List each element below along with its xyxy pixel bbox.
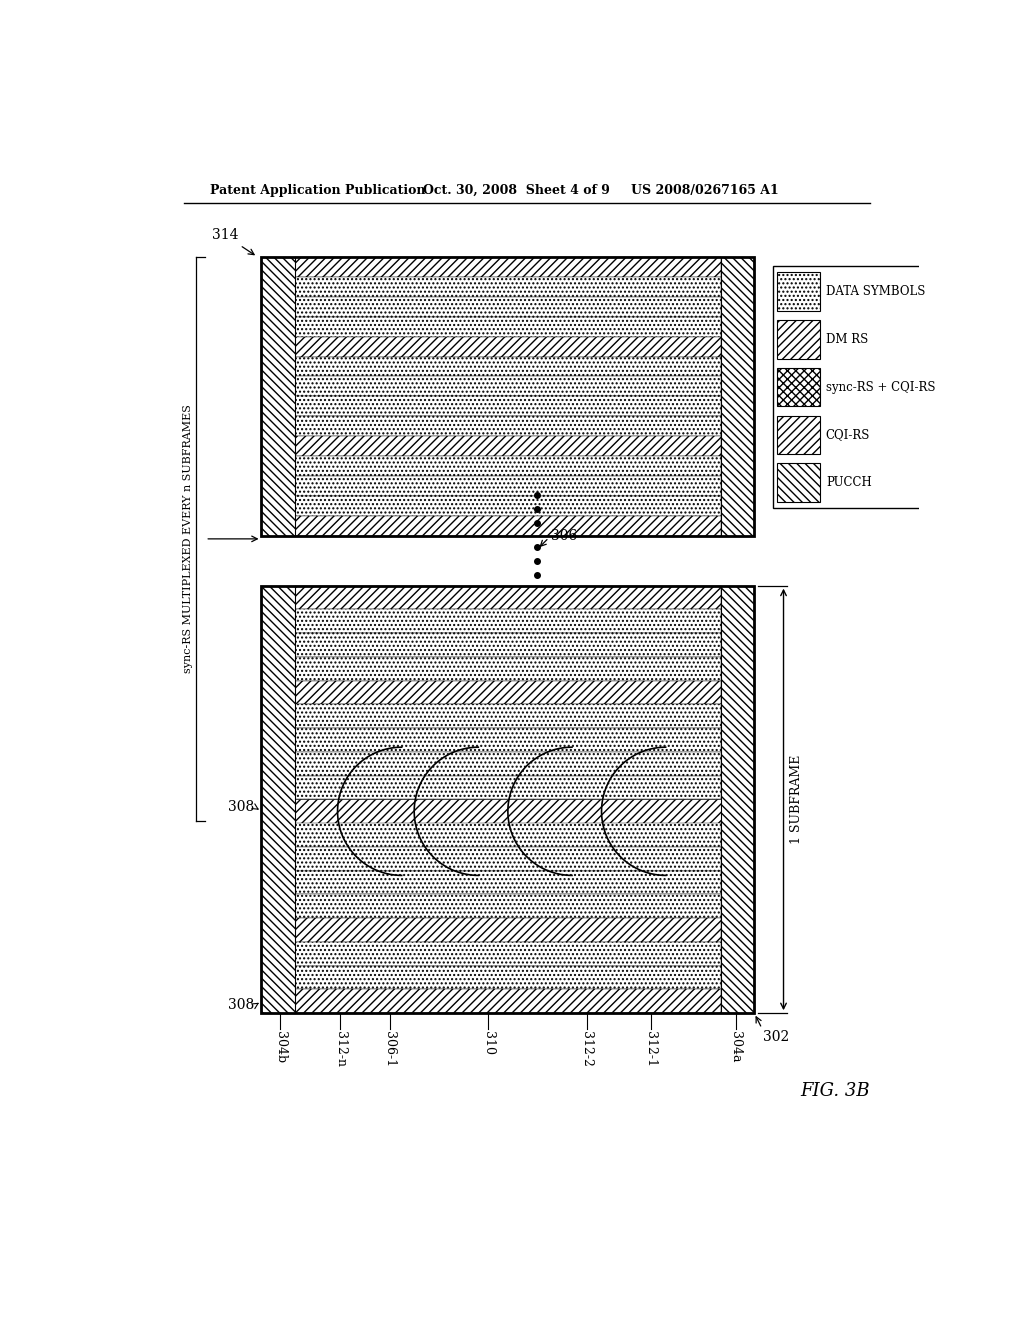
Bar	[295, 871, 721, 895]
Text: FIG. 3B: FIG. 3B	[801, 1082, 870, 1101]
Bar	[295, 477, 721, 496]
Bar	[261, 586, 755, 1014]
Bar	[295, 297, 721, 317]
Text: 314: 314	[212, 228, 254, 255]
Text: PUCCH: PUCCH	[826, 477, 871, 490]
Bar	[777, 321, 819, 359]
Bar	[295, 586, 721, 610]
Bar	[721, 257, 755, 536]
Text: 310: 310	[481, 1031, 495, 1055]
Bar	[295, 705, 721, 729]
Bar	[295, 257, 721, 277]
Bar	[295, 824, 721, 847]
Text: 312-1: 312-1	[644, 1031, 657, 1067]
Bar	[295, 416, 721, 436]
Bar	[295, 356, 721, 376]
Text: 308: 308	[227, 800, 254, 814]
Bar	[295, 376, 721, 396]
Bar	[295, 847, 721, 871]
Bar	[261, 586, 295, 1014]
Bar	[295, 752, 721, 776]
Bar	[295, 657, 721, 681]
Text: Oct. 30, 2008  Sheet 4 of 9: Oct. 30, 2008 Sheet 4 of 9	[423, 185, 610, 197]
Text: 306-1: 306-1	[383, 1031, 396, 1067]
Bar	[295, 942, 721, 966]
Text: US 2008/0267165 A1: US 2008/0267165 A1	[631, 185, 779, 197]
Text: 304b: 304b	[273, 1031, 287, 1063]
Text: sync-RS MULTIPLEXED EVERY n SUBFRAMES: sync-RS MULTIPLEXED EVERY n SUBFRAMES	[183, 404, 194, 673]
Text: DM RS: DM RS	[826, 333, 868, 346]
Bar	[295, 317, 721, 337]
Bar	[295, 337, 721, 356]
Bar	[295, 436, 721, 457]
Bar	[295, 990, 721, 1012]
Bar	[773, 267, 957, 508]
Text: Patent Application Publication: Patent Application Publication	[210, 185, 425, 197]
Bar	[777, 272, 819, 312]
Text: 308: 308	[227, 998, 254, 1012]
Bar	[261, 257, 755, 536]
Bar	[295, 919, 721, 942]
Text: 304a: 304a	[729, 1031, 742, 1063]
Bar	[295, 610, 721, 634]
Bar	[295, 457, 721, 477]
Bar	[295, 634, 721, 657]
Text: 302: 302	[764, 1030, 790, 1044]
Bar	[295, 516, 721, 536]
Bar	[295, 277, 721, 297]
Text: DATA SYMBOLS: DATA SYMBOLS	[826, 285, 926, 298]
Bar	[295, 800, 721, 824]
Text: CQI-RS: CQI-RS	[826, 428, 870, 441]
Bar	[261, 257, 295, 536]
Bar	[295, 396, 721, 416]
Bar	[295, 729, 721, 752]
Bar	[295, 681, 721, 705]
Text: 1 SUBFRAME: 1 SUBFRAME	[790, 755, 803, 843]
Bar	[295, 966, 721, 990]
Text: 312-n: 312-n	[334, 1031, 347, 1067]
Text: 306: 306	[551, 529, 577, 543]
Bar	[295, 776, 721, 800]
Bar	[295, 895, 721, 919]
Text: 312-2: 312-2	[581, 1031, 593, 1067]
Text: sync-RS + CQI-RS: sync-RS + CQI-RS	[826, 380, 935, 393]
Bar	[295, 496, 721, 516]
Bar	[777, 416, 819, 454]
Bar	[721, 586, 755, 1014]
Bar	[777, 368, 819, 407]
Bar	[777, 463, 819, 502]
